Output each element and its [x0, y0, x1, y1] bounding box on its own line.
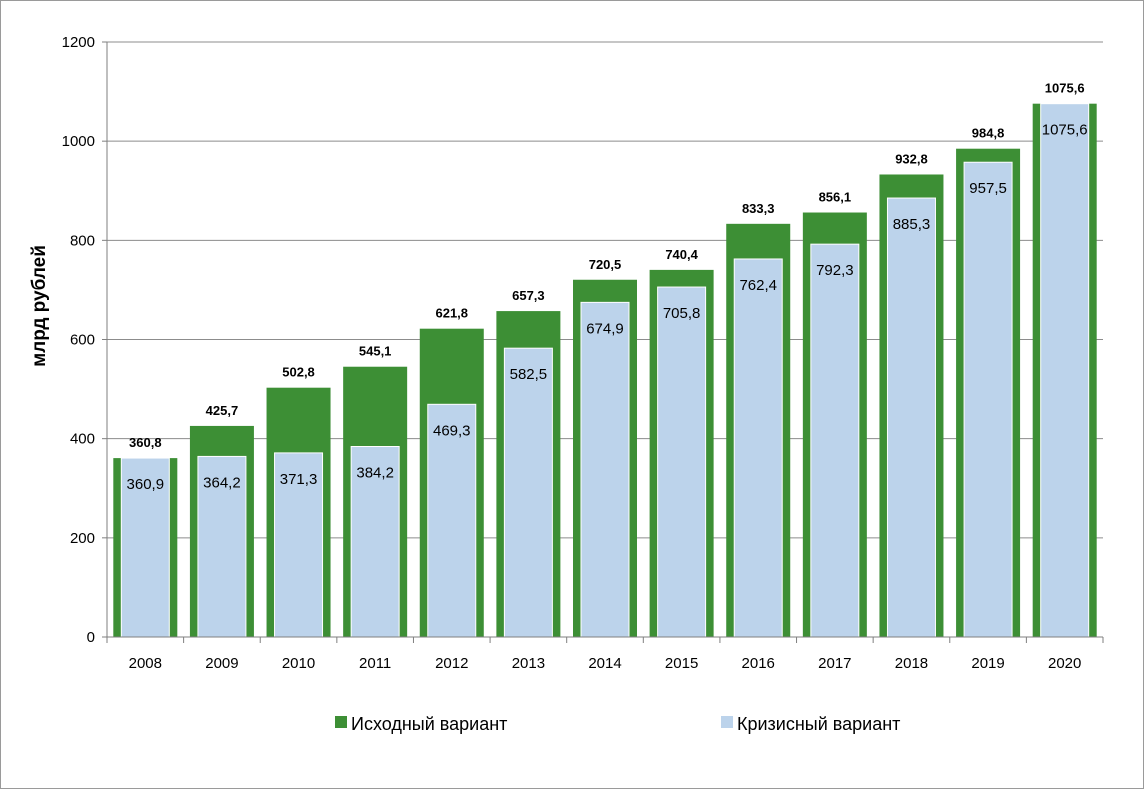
x-tick-label-2009: 2009 — [205, 655, 238, 672]
data-label-original-2011: 545,1 — [359, 344, 392, 359]
data-label-crisis-2010: 371,3 — [280, 471, 318, 488]
data-label-crisis-2013: 582,5 — [510, 366, 548, 383]
x-tick-label-2018: 2018 — [895, 655, 928, 672]
bar-crisis-2013 — [503, 347, 553, 638]
y-tick-label: 800 — [70, 232, 95, 249]
x-tick-label-2010: 2010 — [282, 655, 315, 672]
data-label-crisis-2009: 364,2 — [203, 474, 241, 491]
data-label-original-2018: 932,8 — [895, 151, 928, 166]
bar-crisis-2008 — [120, 457, 170, 638]
bar-group-2013: 657,3 582,5 — [496, 288, 561, 638]
bar-crisis-2009 — [197, 455, 247, 638]
x-tick-label-2017: 2017 — [818, 655, 851, 672]
bar-crisis-2017 — [810, 243, 860, 638]
bar-crisis-2020 — [1040, 103, 1090, 638]
bar-group-2009: 425,7 364,2 — [189, 403, 254, 638]
data-label-original-2013: 657,3 — [512, 288, 545, 303]
bar-group-2020: 1075,6 1075,6 — [1032, 81, 1097, 638]
data-label-original-2020: 1075,6 — [1045, 81, 1085, 96]
legend: Исходный вариант Кризисный вариант — [335, 714, 900, 734]
bar-group-2011: 545,1 384,2 — [343, 344, 408, 638]
bar-group-2017: 856,1 792,3 — [802, 190, 867, 638]
x-tick-label-2020: 2020 — [1048, 655, 1081, 672]
x-tick-label-2013: 2013 — [512, 655, 545, 672]
data-label-crisis-2008: 360,9 — [127, 476, 165, 493]
data-label-original-2008: 360,8 — [129, 435, 162, 450]
y-tick-label: 400 — [70, 431, 95, 448]
data-label-original-2017: 856,1 — [819, 190, 852, 205]
bar-group-2008: 360,8 360,9 — [113, 435, 178, 638]
data-label-crisis-2016: 762,4 — [739, 277, 777, 294]
x-axis: 2008 2009 2010 2011 2012 2013 2014 2015 2016 2017… — [106, 636, 1104, 672]
legend-swatch-crisis — [721, 716, 733, 728]
y-tick-label: 200 — [70, 530, 95, 547]
bars: 360,8 360,9 425,7 364,2 502,8 371,3 545,1 384,2… — [113, 81, 1097, 638]
bar-group-2015: 740,4 705,8 — [649, 247, 714, 638]
data-label-crisis-2019: 957,5 — [969, 180, 1007, 197]
bar-crisis-2019 — [963, 161, 1013, 638]
legend-swatch-original — [335, 716, 347, 728]
bar-group-2018: 932,8 885,3 — [879, 151, 944, 638]
data-label-crisis-2018: 885,3 — [893, 216, 931, 233]
x-tick-label-2016: 2016 — [742, 655, 775, 672]
bar-group-2014: 720,5 674,9 — [573, 257, 637, 638]
data-label-crisis-2014: 674,9 — [586, 320, 624, 337]
data-label-original-2014: 720,5 — [589, 257, 622, 272]
y-axis-title: млрд рублей — [29, 245, 50, 367]
y-tick-label: 600 — [70, 332, 95, 349]
data-label-crisis-2020: 1075,6 — [1042, 122, 1088, 139]
x-tick-label-2014: 2014 — [588, 655, 621, 672]
bar-crisis-2018 — [886, 197, 936, 638]
data-label-original-2010: 502,8 — [282, 365, 315, 380]
x-tick-label-2011: 2011 — [359, 655, 391, 672]
y-axis: 0 200 400 600 800 1000 1200 — [62, 34, 108, 646]
bar-crisis-2014 — [580, 301, 630, 638]
bar-crisis-2010 — [274, 452, 324, 638]
x-tick-label-2012: 2012 — [435, 655, 468, 672]
data-label-original-2015: 740,4 — [665, 247, 698, 262]
data-label-crisis-2017: 792,3 — [816, 262, 854, 279]
y-tick-label: 1000 — [62, 133, 95, 150]
y-tick-label: 1200 — [62, 34, 95, 51]
bar-group-2019: 984,8 957,5 — [956, 126, 1021, 638]
bar-group-2012: 621,8 469,3 — [419, 306, 484, 638]
bar-crisis-2011 — [350, 446, 400, 638]
x-tick-label-2015: 2015 — [665, 655, 698, 672]
x-tick-label-2019: 2019 — [971, 655, 1004, 672]
data-label-crisis-2011: 384,2 — [356, 465, 394, 482]
bar-crisis-2015 — [657, 286, 707, 638]
data-label-original-2009: 425,7 — [206, 403, 239, 418]
y-tick-label: 0 — [87, 629, 95, 646]
legend-label-crisis: Кризисный вариант — [737, 714, 900, 734]
bar-crisis-2016 — [733, 258, 783, 638]
data-label-original-2012: 621,8 — [435, 306, 468, 321]
data-label-crisis-2015: 705,8 — [663, 305, 701, 322]
x-tick-label-2008: 2008 — [129, 655, 162, 672]
data-label-crisis-2012: 469,3 — [433, 422, 471, 439]
data-label-original-2019: 984,8 — [972, 126, 1005, 141]
bar-group-2010: 502,8 371,3 — [266, 365, 331, 638]
legend-label-original: Исходный вариант — [351, 714, 507, 734]
data-label-original-2016: 833,3 — [742, 201, 775, 216]
bar-group-2016: 833,3 762,4 — [726, 201, 791, 638]
